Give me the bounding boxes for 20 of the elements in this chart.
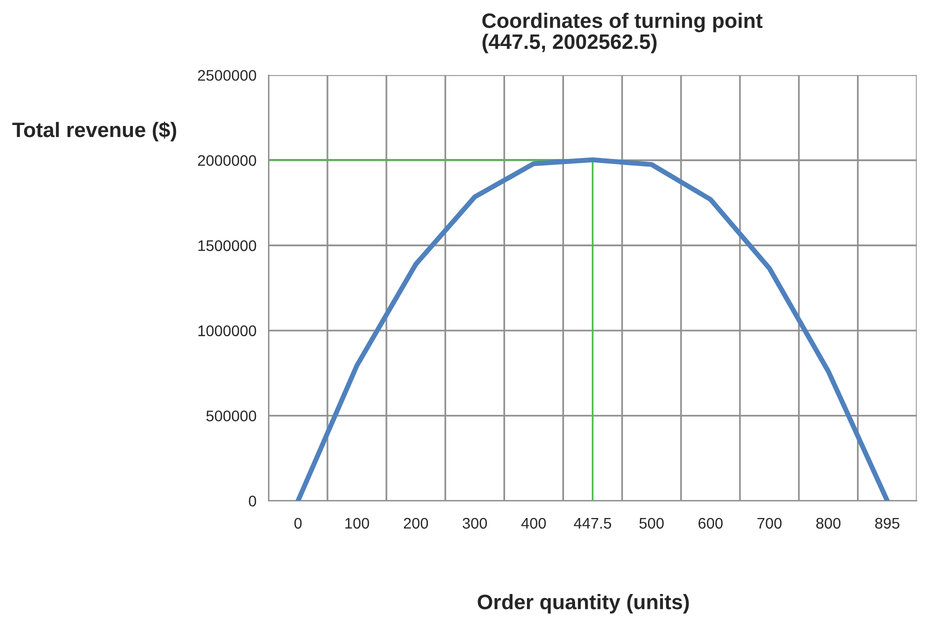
x-tick-label: 0	[294, 518, 302, 529]
y-tick-label: 1500000	[198, 240, 256, 252]
x-tick-label: 600	[698, 518, 723, 529]
chart-title: Coordinates of turning point (447.5, 2002562.5)	[482, 12, 762, 54]
y-tick-label: 0	[248, 496, 256, 506]
x-tick-label: 400	[521, 518, 546, 529]
x-axis-title: Order quantity (units)	[478, 594, 689, 614]
y-tick-label: 2000000	[198, 155, 256, 166]
y-tick-label: 500000	[206, 410, 256, 422]
x-tick-label: 500	[639, 518, 664, 529]
y-axis-title: Total revenue ($)	[12, 122, 176, 142]
x-tick-label: 447.5	[574, 518, 612, 529]
x-tick-label: 300	[462, 518, 487, 529]
x-tick-label: 200	[404, 518, 428, 529]
x-tick-label: 100	[345, 518, 370, 529]
y-tick-label: 1000000	[198, 325, 256, 336]
x-tick-label: 800	[816, 518, 840, 529]
x-tick-label: 895	[875, 518, 900, 529]
x-tick-label: 700	[757, 518, 782, 529]
y-tick-label: 2500000	[198, 70, 256, 81]
